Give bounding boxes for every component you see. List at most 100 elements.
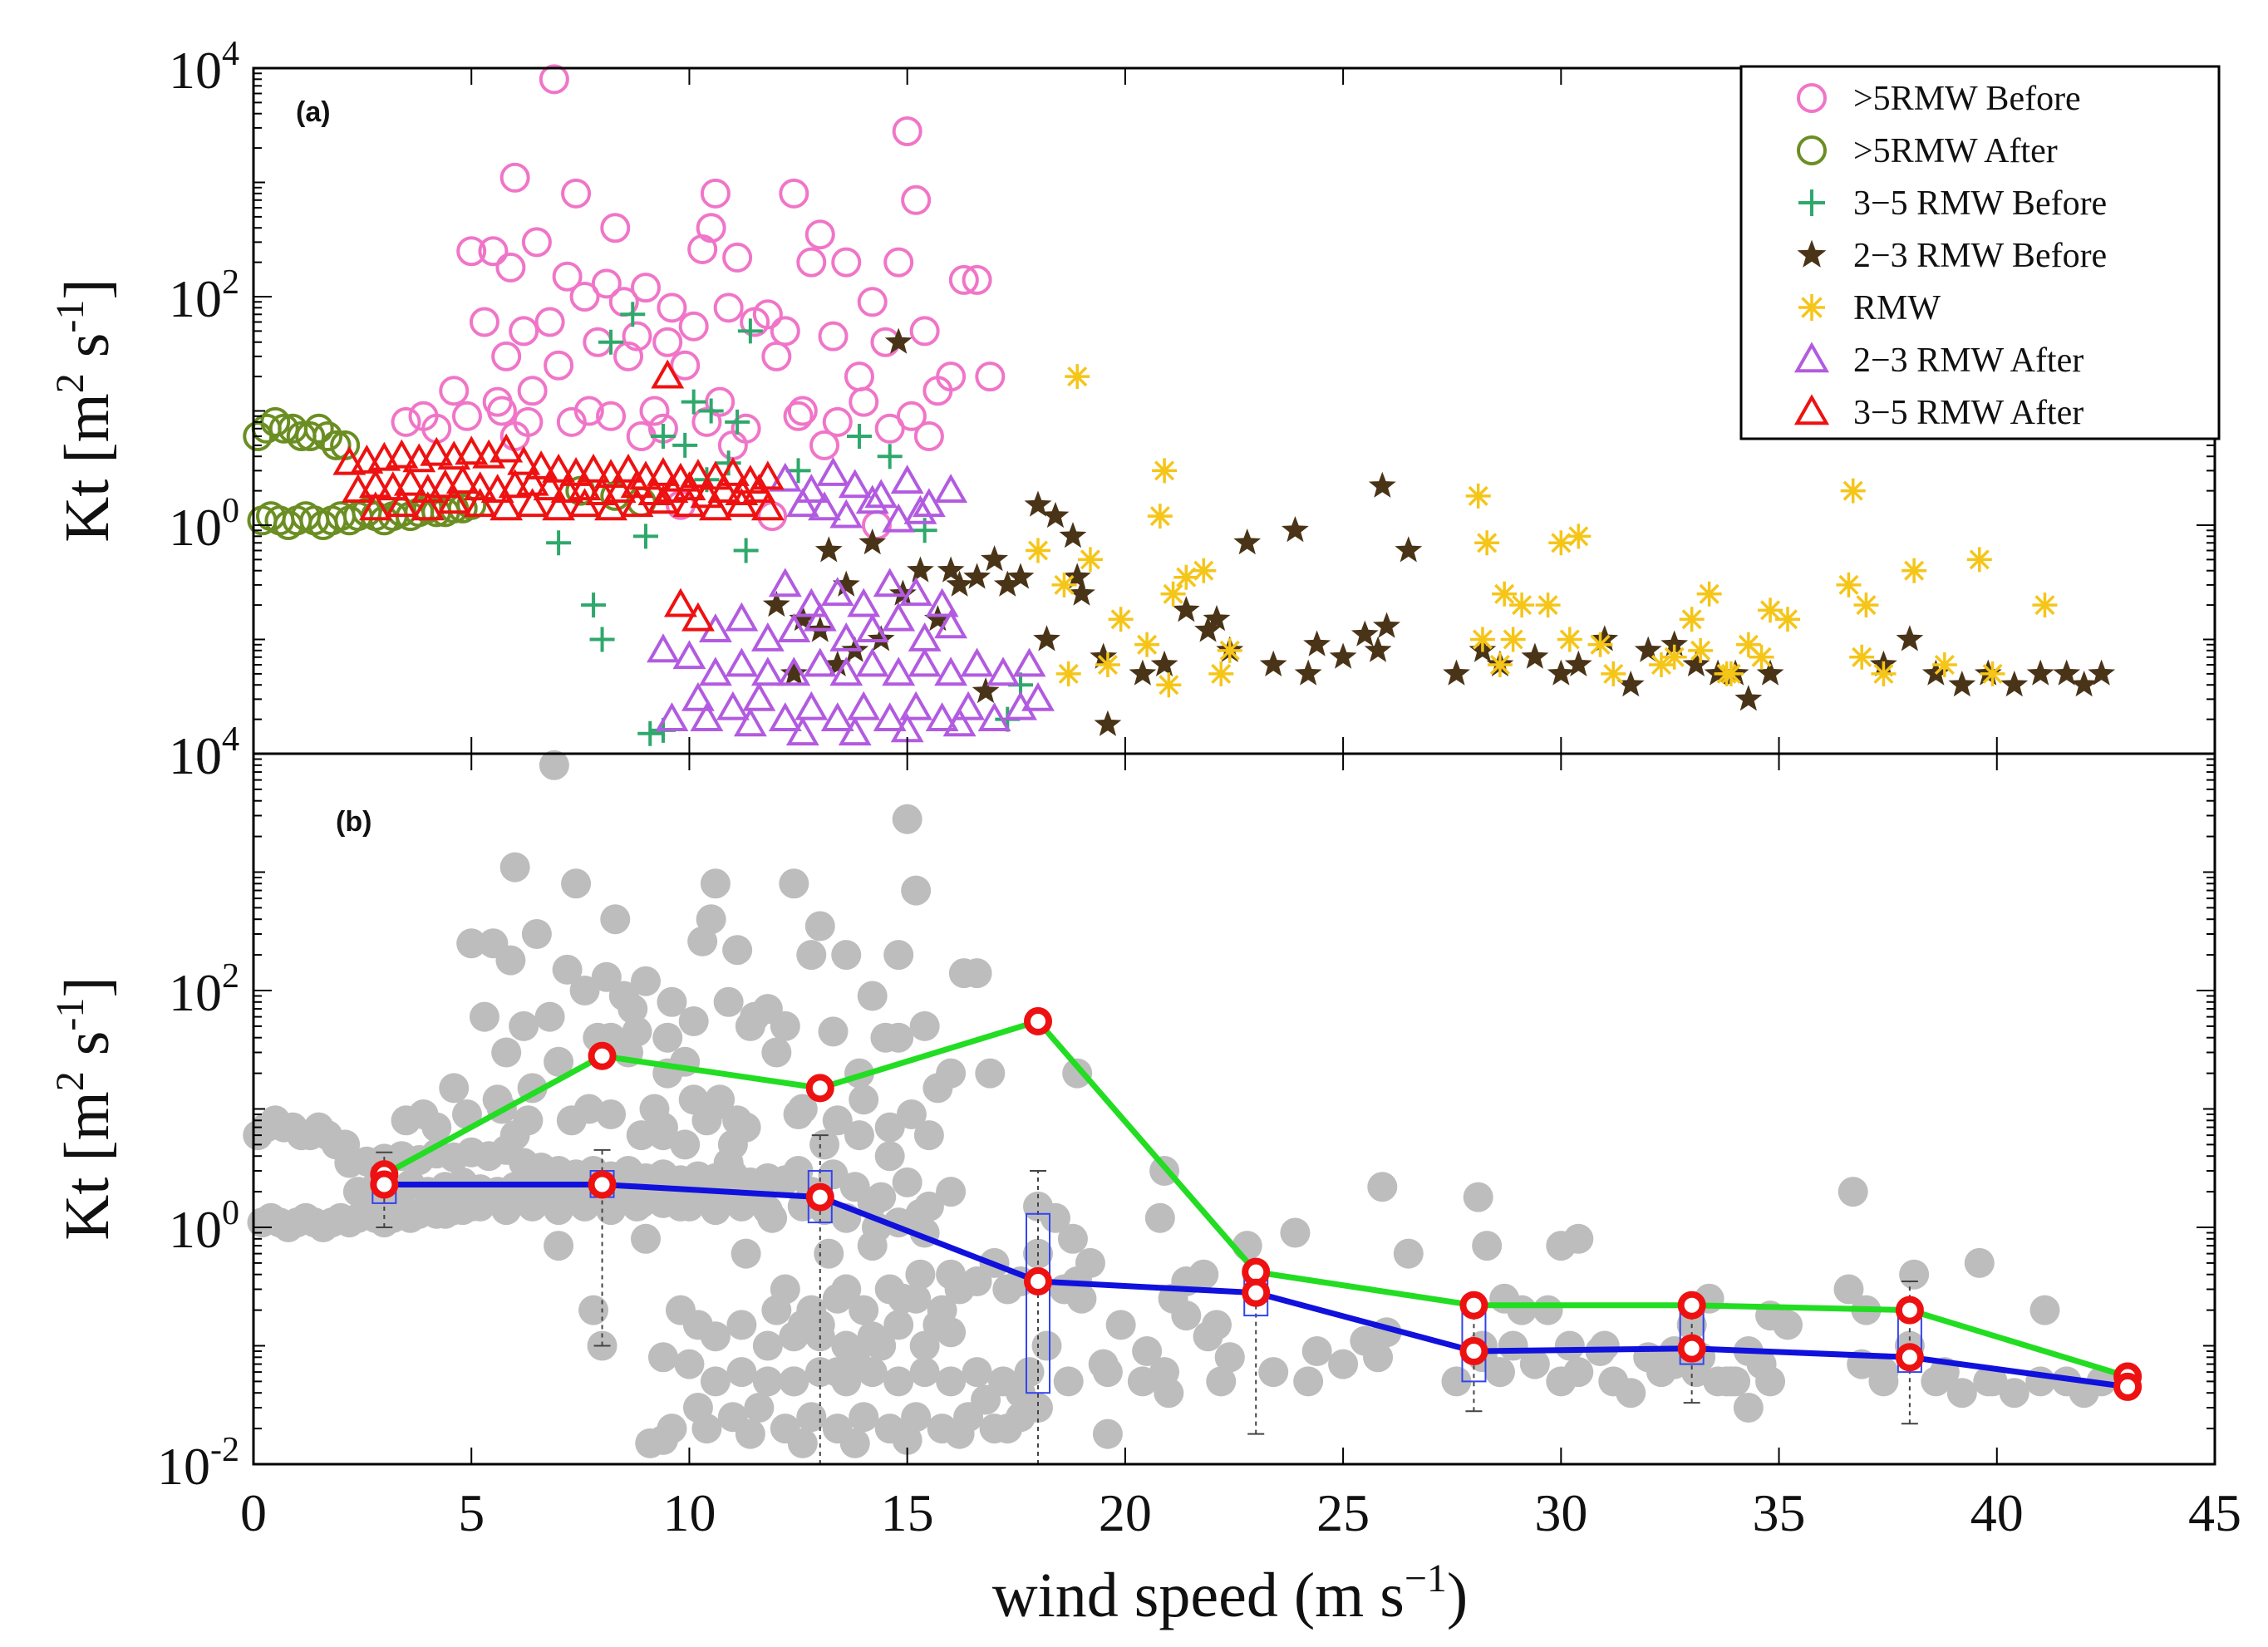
data-point <box>867 625 895 651</box>
background-point <box>809 1129 840 1160</box>
data-point <box>1108 607 1134 632</box>
mean-point <box>1459 1291 1488 1320</box>
data-point <box>1129 659 1157 686</box>
data-point <box>1492 581 1518 607</box>
background-point <box>849 1084 879 1115</box>
data-point <box>498 469 532 499</box>
background-point <box>1554 1330 1585 1361</box>
legend-marker <box>1798 294 1825 321</box>
background-point <box>1053 1366 1084 1397</box>
data-point <box>1065 364 1090 390</box>
data-point <box>814 536 843 563</box>
background-point <box>1598 1366 1629 1397</box>
data-point <box>1063 563 1091 589</box>
background-point <box>857 1187 888 1218</box>
data-point <box>509 316 539 347</box>
x-tick-labels: 0 5 10 15 20 25 30 35 40 45 <box>240 1483 2241 1542</box>
background-point <box>386 1191 417 1222</box>
data-point <box>303 413 334 444</box>
data-point <box>808 491 841 521</box>
background-point <box>2029 1295 2060 1325</box>
data-point <box>750 460 785 490</box>
data-point <box>647 484 680 514</box>
background-point <box>731 1238 761 1269</box>
background-point <box>779 1366 809 1397</box>
background-point <box>844 1120 874 1151</box>
median-point <box>805 1182 834 1212</box>
data-point <box>1901 558 1927 583</box>
median-point <box>1677 1334 1706 1363</box>
data-point <box>1368 471 1396 498</box>
background-point <box>700 1195 731 1226</box>
background-point <box>988 1366 1019 1397</box>
background-point <box>1833 1274 1864 1305</box>
data-point <box>1041 501 1070 529</box>
background-point <box>657 1413 687 1444</box>
data-point <box>890 465 924 494</box>
data-point <box>561 178 592 209</box>
data-point <box>725 488 759 518</box>
background-point <box>783 1099 814 1130</box>
background-point <box>822 1105 853 1136</box>
background-point <box>1773 1310 1803 1340</box>
data-point <box>437 484 471 514</box>
data-point <box>620 488 654 518</box>
background-point <box>1206 1366 1237 1397</box>
data-point <box>1051 572 1077 597</box>
data-point <box>962 264 992 295</box>
data-point <box>829 656 863 686</box>
background-point <box>1280 1217 1311 1248</box>
background-point <box>901 1402 932 1433</box>
data-point <box>455 435 489 465</box>
data-point <box>1059 522 1087 548</box>
data-point <box>1682 650 1710 676</box>
data-point <box>1350 620 1379 647</box>
data-point <box>499 162 530 193</box>
background-point <box>913 1120 944 1151</box>
background-point <box>849 1295 879 1325</box>
data-point <box>1203 605 1231 632</box>
data-point <box>647 456 680 486</box>
background-point <box>857 1231 888 1261</box>
background-point <box>1258 1357 1289 1388</box>
data-point <box>785 458 811 484</box>
data-point <box>1849 644 1875 670</box>
data-point <box>569 282 600 312</box>
data-point <box>733 538 759 563</box>
data-point <box>1566 524 1592 549</box>
data-point <box>1068 579 1095 606</box>
data-point <box>295 421 326 452</box>
data-point <box>1094 710 1122 736</box>
data-point <box>420 436 454 466</box>
panel-b-label: (b) <box>336 806 371 838</box>
data-point <box>713 293 744 323</box>
data-point <box>1364 636 1392 662</box>
data-point <box>716 691 750 720</box>
legend-marker <box>1798 189 1825 216</box>
background-point <box>1519 1349 1550 1379</box>
data-point <box>1679 607 1705 632</box>
background-point <box>922 1073 953 1104</box>
series-a-2 <box>546 302 1034 746</box>
data-point <box>855 647 889 677</box>
data-point <box>650 424 676 450</box>
background-point <box>752 1366 783 1397</box>
data-point <box>750 491 785 521</box>
data-point <box>986 656 1020 686</box>
data-point <box>657 293 687 323</box>
data-point <box>909 316 940 347</box>
data-point <box>332 445 367 475</box>
legend-marker <box>1797 83 1827 113</box>
data-point <box>385 439 419 469</box>
background-point <box>874 1274 905 1305</box>
data-point <box>934 656 968 686</box>
data-point <box>515 488 549 518</box>
data-point <box>750 622 785 651</box>
data-point <box>600 213 631 243</box>
data-point <box>568 488 602 518</box>
background-point <box>1838 1177 1868 1207</box>
background-point <box>521 919 552 950</box>
data-point <box>818 321 849 352</box>
data-point <box>1775 607 1801 632</box>
background-point <box>752 1330 783 1361</box>
